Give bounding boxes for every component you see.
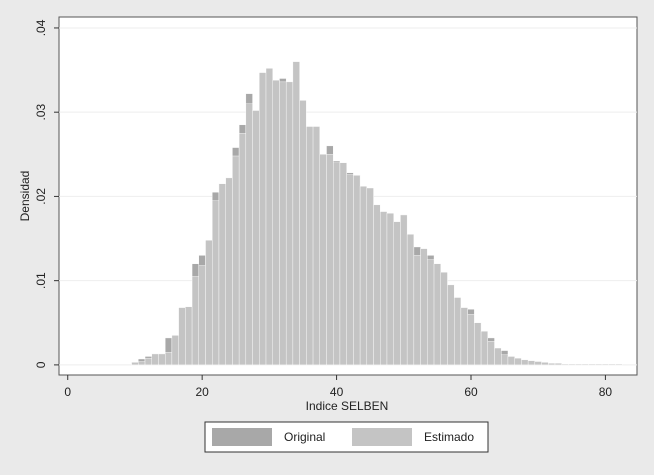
bar bbox=[252, 110, 260, 366]
bar bbox=[601, 363, 609, 366]
y-tick-label: .02 bbox=[34, 188, 48, 205]
bar bbox=[205, 240, 213, 366]
bar bbox=[346, 174, 354, 366]
bar bbox=[554, 363, 562, 366]
legend-label: Original bbox=[284, 430, 325, 444]
bar bbox=[232, 155, 240, 366]
bar bbox=[191, 276, 199, 366]
bar bbox=[427, 259, 435, 366]
bar bbox=[608, 363, 616, 366]
bar bbox=[339, 162, 347, 366]
bar bbox=[353, 175, 361, 366]
bar bbox=[299, 100, 307, 366]
y-tick-label: 0 bbox=[34, 361, 48, 368]
bar bbox=[265, 68, 273, 366]
bar bbox=[386, 213, 394, 366]
y-tick-label: .04 bbox=[34, 19, 48, 36]
bar bbox=[548, 363, 556, 366]
bar bbox=[171, 335, 179, 366]
bar bbox=[225, 177, 233, 366]
bar bbox=[413, 255, 421, 366]
bar bbox=[615, 363, 623, 366]
x-tick-label: 20 bbox=[195, 385, 209, 399]
legend-label: Estimado bbox=[424, 430, 474, 444]
y-axis-label: Densidad bbox=[18, 171, 32, 222]
bar bbox=[521, 359, 529, 366]
bar bbox=[501, 354, 509, 366]
bar bbox=[380, 211, 388, 366]
bar bbox=[198, 265, 206, 366]
bar bbox=[185, 306, 193, 366]
bar bbox=[480, 330, 488, 366]
bar bbox=[366, 187, 374, 366]
bar bbox=[326, 154, 334, 366]
x-tick-label: 40 bbox=[330, 385, 344, 399]
x-tick-label: 0 bbox=[64, 385, 71, 399]
bar bbox=[131, 362, 139, 366]
bar bbox=[595, 363, 603, 366]
bar bbox=[306, 126, 314, 366]
bar bbox=[178, 307, 186, 366]
bar bbox=[272, 79, 280, 366]
x-tick-label: 80 bbox=[599, 385, 613, 399]
x-tick-label: 60 bbox=[464, 385, 478, 399]
x-axis-label: Indice SELBEN bbox=[306, 399, 389, 413]
bar bbox=[474, 322, 482, 366]
y-tick-label: .03 bbox=[34, 104, 48, 121]
bar bbox=[285, 81, 294, 366]
bar bbox=[406, 234, 415, 366]
bar bbox=[574, 363, 583, 366]
legend-swatch bbox=[212, 428, 272, 446]
legend-swatch bbox=[352, 428, 412, 446]
bar bbox=[568, 363, 576, 366]
bar bbox=[333, 162, 341, 366]
bar bbox=[212, 200, 220, 366]
bar bbox=[514, 357, 522, 366]
bar bbox=[527, 360, 536, 366]
bar bbox=[561, 363, 569, 366]
y-tick-label: .01 bbox=[34, 272, 48, 289]
bar bbox=[319, 154, 327, 366]
bar bbox=[487, 341, 495, 366]
bar bbox=[279, 81, 287, 366]
bar bbox=[494, 347, 502, 366]
bar bbox=[359, 186, 368, 366]
bar bbox=[158, 353, 166, 366]
bar bbox=[151, 353, 159, 366]
bar bbox=[447, 284, 455, 366]
bar bbox=[138, 361, 146, 366]
bar bbox=[164, 352, 173, 366]
bar bbox=[541, 362, 549, 366]
bar bbox=[259, 72, 267, 366]
bar bbox=[440, 272, 448, 366]
bar bbox=[238, 133, 247, 366]
bar bbox=[292, 61, 300, 366]
bar bbox=[312, 126, 320, 366]
bar bbox=[420, 248, 428, 366]
bar bbox=[393, 221, 401, 366]
bar bbox=[507, 356, 515, 366]
bar bbox=[218, 183, 226, 366]
bar bbox=[400, 214, 408, 366]
bar bbox=[373, 204, 381, 366]
bar bbox=[433, 263, 441, 366]
bar bbox=[460, 307, 468, 366]
bar bbox=[588, 363, 596, 366]
bar bbox=[245, 103, 253, 366]
bar bbox=[534, 361, 542, 366]
bar bbox=[467, 314, 475, 366]
bar bbox=[144, 357, 152, 366]
bar bbox=[453, 297, 462, 366]
bar bbox=[581, 363, 589, 366]
